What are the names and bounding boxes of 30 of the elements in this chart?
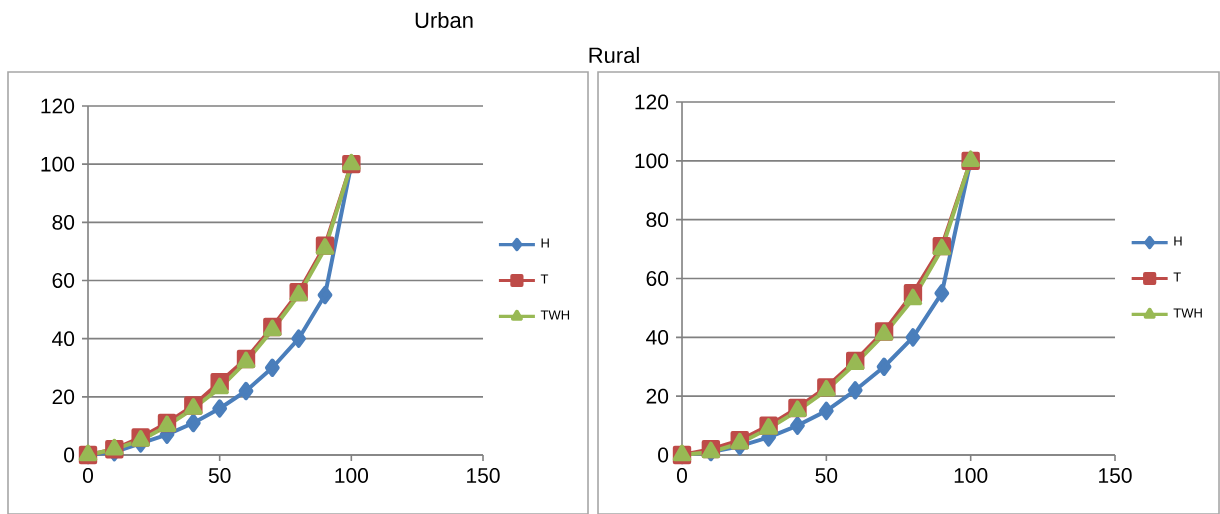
x-tick-label: 50 bbox=[208, 468, 231, 483]
x-tick-label: 50 bbox=[815, 468, 838, 483]
legend-label: TWH bbox=[1173, 308, 1202, 318]
legend-label: T bbox=[1173, 272, 1181, 282]
y-tick-label: 0 bbox=[658, 447, 669, 463]
y-tick-label: 20 bbox=[646, 388, 669, 404]
y-tick-label: 40 bbox=[52, 331, 75, 347]
y-tick-label: 80 bbox=[52, 214, 75, 230]
y-tick-label: 100 bbox=[635, 153, 669, 169]
y-tick-label: 100 bbox=[41, 156, 75, 172]
y-tick-label: 0 bbox=[64, 447, 75, 463]
y-tick-label: 60 bbox=[52, 273, 75, 288]
x-tick-label: 0 bbox=[676, 468, 688, 483]
y-tick-label: 120 bbox=[41, 98, 75, 114]
y-tick-label: 40 bbox=[646, 329, 669, 345]
y-tick-label: 60 bbox=[646, 271, 669, 286]
chart-title: Urban bbox=[415, 11, 473, 29]
legend-label: T bbox=[540, 274, 549, 284]
legend-label: TWH bbox=[540, 310, 570, 320]
x-tick-label: 100 bbox=[335, 468, 369, 483]
y-tick-label: 20 bbox=[52, 389, 75, 405]
legend-label: H bbox=[541, 238, 549, 248]
x-tick-label: 0 bbox=[82, 468, 94, 483]
x-tick-label: 100 bbox=[954, 468, 988, 483]
y-tick-label: 120 bbox=[635, 94, 669, 110]
x-tick-label: 150 bbox=[1099, 468, 1132, 483]
legend-label: H bbox=[1174, 236, 1182, 246]
chart-title: Rural bbox=[589, 46, 639, 64]
y-tick-label: 80 bbox=[646, 212, 669, 228]
x-tick-label: 150 bbox=[467, 468, 500, 483]
